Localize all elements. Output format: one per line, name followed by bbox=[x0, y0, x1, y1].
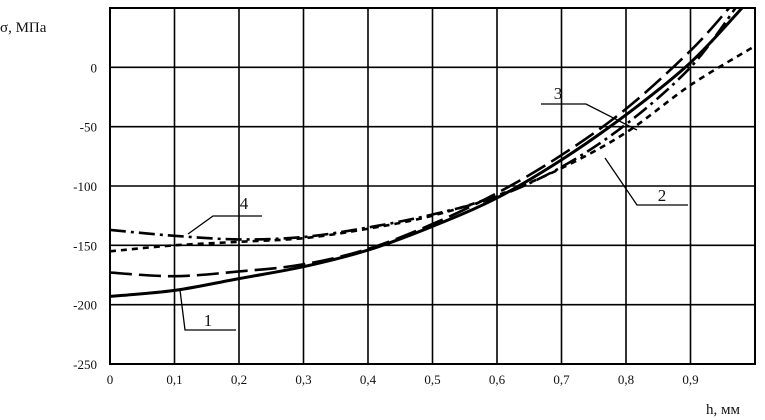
x-tick-label: 0,7 bbox=[553, 372, 570, 387]
callout-label-3: 3 bbox=[554, 84, 563, 103]
series-line-3 bbox=[110, 8, 731, 278]
series-line-1 bbox=[110, 8, 744, 298]
x-tick-label: 0,5 bbox=[424, 372, 440, 387]
callout-leader-1 bbox=[179, 289, 236, 331]
series-line-4 bbox=[110, 8, 737, 241]
callout-leader-3 bbox=[541, 103, 638, 131]
callout-leader-2 bbox=[604, 157, 688, 206]
callout-label-2: 2 bbox=[658, 186, 667, 205]
x-tick-label: 0,9 bbox=[682, 372, 698, 387]
x-tick-label: 0,8 bbox=[618, 372, 634, 387]
x-tick-label: 0,2 bbox=[231, 372, 247, 387]
x-tick-label: 0,4 bbox=[360, 372, 377, 387]
x-axis-label: h, мм bbox=[706, 402, 740, 418]
y-axis-label: σ, МПа bbox=[0, 20, 47, 36]
x-tick-label: 0 bbox=[107, 372, 114, 387]
y-tick-labels: 0 -50 -100 -150 -200 -250 bbox=[73, 60, 97, 372]
callout-label-4: 4 bbox=[240, 194, 249, 213]
x-tick-labels: 0 0,1 0,2 0,3 0,4 0,5 0,6 0,7 0,8 0,9 bbox=[107, 372, 699, 387]
y-tick-label: -200 bbox=[73, 298, 97, 313]
grid bbox=[110, 8, 755, 364]
callout-label-1: 1 bbox=[204, 311, 213, 330]
curve-callouts: 1 2 3 4 bbox=[179, 84, 688, 331]
y-tick-label: -50 bbox=[80, 120, 97, 135]
y-tick-label: -250 bbox=[73, 357, 97, 372]
series-layer bbox=[110, 8, 755, 298]
y-tick-label: 0 bbox=[91, 60, 98, 75]
plot-frame bbox=[109, 7, 756, 365]
callout-leader-4 bbox=[187, 215, 262, 235]
x-tick-label: 0,6 bbox=[489, 372, 506, 387]
x-tick-label: 0,3 bbox=[295, 372, 311, 387]
y-tick-label: -100 bbox=[73, 179, 97, 194]
y-tick-label: -150 bbox=[73, 238, 97, 253]
x-tick-label: 0,1 bbox=[166, 372, 182, 387]
